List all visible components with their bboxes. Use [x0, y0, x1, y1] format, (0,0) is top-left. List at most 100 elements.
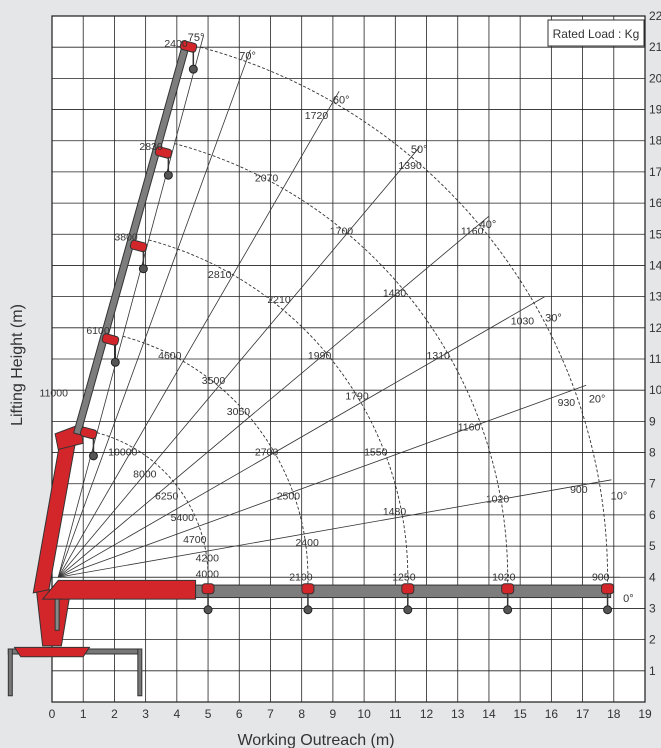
reach-arc-4	[174, 143, 509, 593]
y-tick-label-6: 6	[649, 508, 656, 522]
load-label-19: 3500	[202, 375, 226, 387]
y-tick-label-2: 2	[649, 633, 656, 647]
boom-head-3	[101, 333, 120, 346]
load-labels: 2400 2830 3800 6100 11000 10000 1720 2070 2810 46…	[40, 38, 610, 583]
hook-block-h2	[401, 583, 415, 595]
reach-arc-1	[96, 432, 209, 593]
load-label-10: 8000	[133, 468, 157, 480]
x-tick-label-5: 5	[205, 707, 212, 721]
hook-h1	[303, 605, 313, 615]
x-tick-label-13: 13	[451, 707, 465, 721]
angle-ray-20	[58, 384, 587, 578]
x-tick-label-17: 17	[576, 707, 590, 721]
x-tick-label-3: 3	[142, 707, 149, 721]
load-label-3: 6100	[86, 325, 110, 337]
diag-hook-1	[163, 170, 173, 180]
boom-head-4	[79, 426, 98, 440]
outer-boom-horizontal	[41, 579, 197, 600]
load-label-37: 930	[558, 397, 576, 409]
y-tick-label-11: 11	[649, 352, 661, 366]
load-label-39: 900	[592, 571, 610, 583]
angle-ray-70	[57, 49, 251, 578]
load-label-8: 2810	[208, 269, 232, 281]
boom-head-2	[129, 239, 148, 253]
load-label-13: 4700	[183, 534, 207, 546]
x-tick-label-9: 9	[330, 707, 337, 721]
load-label-5: 10000	[108, 447, 137, 459]
y-tick-label-8: 8	[649, 446, 656, 460]
load-label-23: 2400	[295, 537, 319, 549]
y-tick-label-20: 20	[649, 71, 661, 85]
x-tick-label-0: 0	[49, 707, 56, 721]
load-label-11: 6250	[155, 490, 179, 502]
load-label-28: 1790	[345, 391, 369, 403]
hook-h3	[503, 605, 513, 615]
x-tick-label-18: 18	[607, 707, 621, 721]
load-label-32: 1030	[511, 316, 535, 328]
base-plate	[13, 646, 91, 658]
hook-block-h3	[501, 583, 515, 595]
boom-head-1	[154, 146, 173, 159]
angle-ray-75	[57, 35, 205, 578]
angle-ray-10	[58, 479, 612, 578]
load-label-17: 1700	[330, 225, 354, 237]
x-axis-label: Working Outreach (m)	[237, 732, 394, 748]
reach-arc-3	[148, 239, 409, 593]
reach-arc-2	[122, 335, 309, 593]
base-leg-left	[7, 648, 13, 697]
load-label-24: 2100	[289, 571, 313, 583]
angle-labels: 75° 70° 60° 50° 40° 30° 20° 10° 0°	[188, 32, 634, 605]
base-leg-right	[137, 648, 143, 697]
hook-h2	[403, 605, 413, 615]
load-label-34: 1160	[458, 422, 481, 434]
angle-ray-30	[58, 296, 545, 578]
angle-label-20: 20°	[589, 394, 606, 406]
x-tick-label-7: 7	[267, 707, 274, 721]
y-axis-label: Lifting Height (m)	[9, 304, 26, 426]
angle-ray-40	[57, 216, 489, 578]
load-label-29: 1550	[364, 447, 388, 459]
x-tick-label-2: 2	[111, 707, 118, 721]
y-tick-label-16: 16	[649, 196, 661, 210]
x-tick-label-6: 6	[236, 707, 243, 721]
load-label-21: 2700	[255, 447, 279, 459]
hook-h0	[203, 605, 213, 615]
load-label-14: 4200	[196, 553, 220, 565]
x-tick-label-15: 15	[513, 707, 527, 721]
y-tick-label-5: 5	[649, 539, 656, 553]
x-tick-label-14: 14	[482, 707, 496, 721]
angle-label-30: 30°	[545, 313, 562, 325]
load-label-1: 2830	[139, 141, 163, 153]
x-tick-label-1: 1	[80, 707, 87, 721]
y-tick-label-21: 21	[649, 40, 661, 54]
hook-h4	[603, 605, 613, 615]
x-tick-label-4: 4	[173, 707, 180, 721]
y-tick-label-14: 14	[649, 258, 661, 272]
x-tick-label-10: 10	[357, 707, 371, 721]
rated-load-label: Rated Load : Kg	[553, 27, 640, 41]
y-tick-label-17: 17	[649, 165, 661, 179]
load-label-33: 1310	[427, 350, 451, 362]
reach-arcs	[96, 46, 608, 593]
angle-label-10: 10°	[611, 490, 628, 502]
x-tick-label-16: 16	[545, 707, 559, 721]
x-tick-label-8: 8	[298, 707, 305, 721]
load-label-12: 5400	[171, 512, 195, 524]
load-label-20: 3050	[227, 406, 251, 418]
y-tick-label-22: 22	[649, 9, 661, 23]
load-label-18: 2210	[267, 294, 291, 306]
load-label-25: 1160	[461, 225, 484, 237]
diag-hook-2	[138, 264, 148, 274]
hook-block-h4	[601, 583, 615, 595]
x-tick-label-19: 19	[638, 707, 652, 721]
angle-label-75: 75°	[188, 32, 205, 44]
load-label-4: 11000	[40, 387, 69, 399]
y-tick-label-9: 9	[649, 414, 656, 428]
angle-ray-50	[57, 147, 420, 578]
x-tick-label-11: 11	[389, 707, 402, 721]
load-label-9: 4600	[158, 350, 182, 362]
boom-head-0	[179, 40, 198, 53]
load-label-27: 1990	[308, 350, 332, 362]
